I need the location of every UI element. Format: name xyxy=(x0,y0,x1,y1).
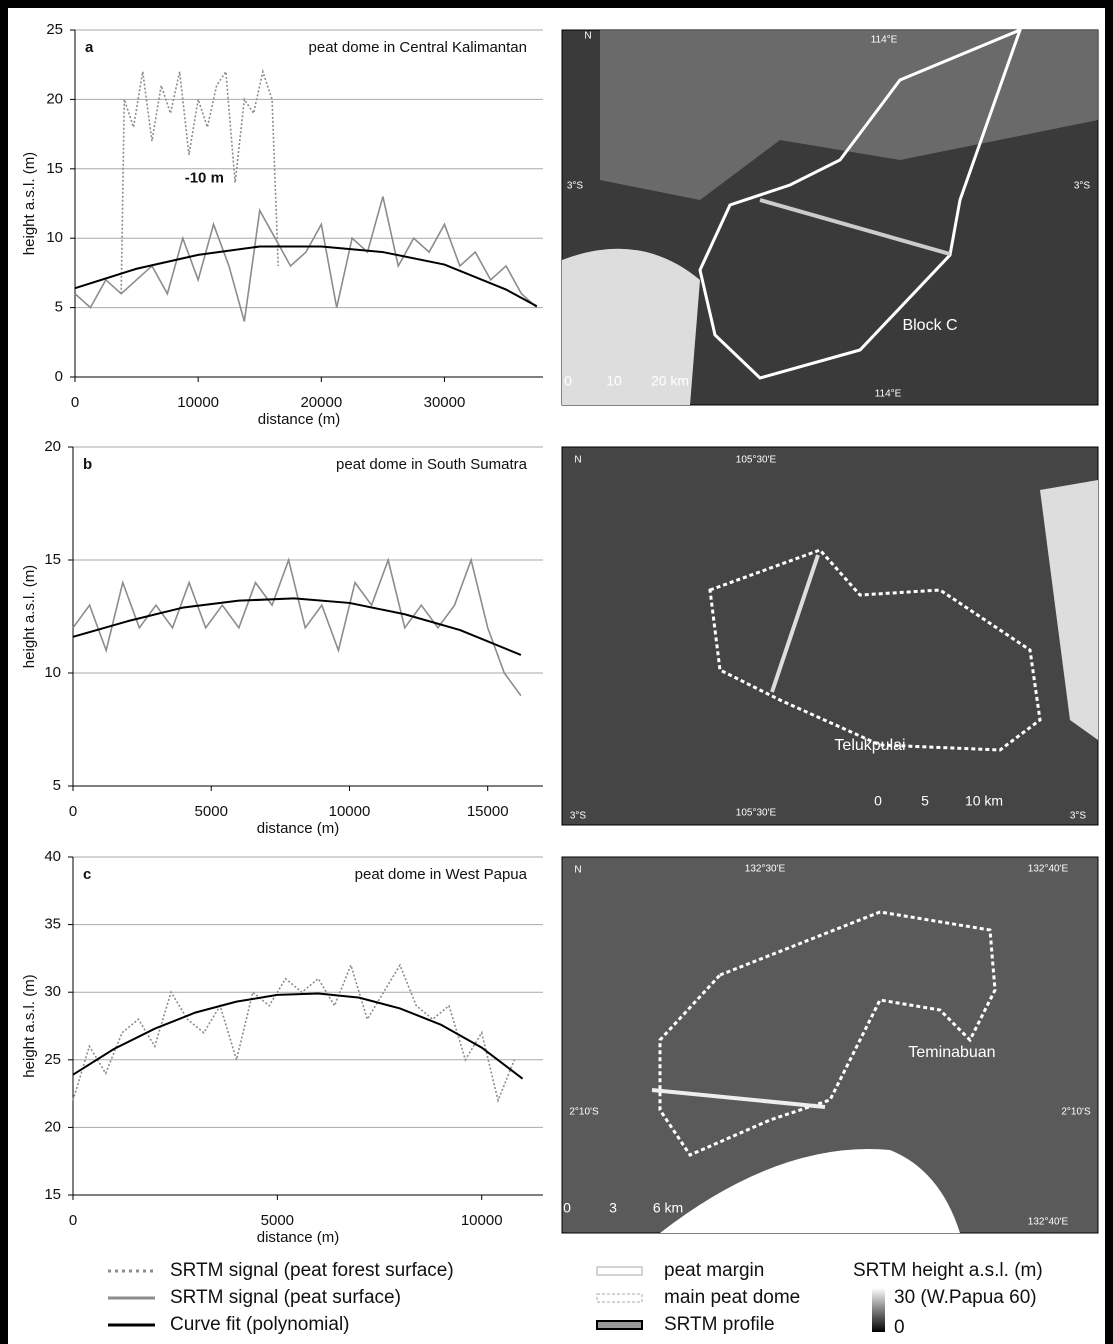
y-tick-label: 25 xyxy=(46,21,63,38)
y-tick-label: 20 xyxy=(46,90,63,107)
scale-title: SRTM height a.s.l. (m) xyxy=(853,1260,1043,1281)
y-tick-label: 20 xyxy=(44,438,61,455)
map-label: 3°S xyxy=(1074,181,1091,192)
legend-swatch xyxy=(596,1293,643,1303)
y-tick-label: 10 xyxy=(46,229,63,246)
scale-min: 0 xyxy=(894,1317,905,1338)
y-tick-label: 20 xyxy=(44,1118,61,1135)
y-tick-label: 5 xyxy=(55,299,63,316)
y-tick-label: 40 xyxy=(44,848,61,865)
y-axis-label: height a.s.l. (m) xyxy=(21,152,38,255)
y-tick-label: 15 xyxy=(44,551,61,568)
map-label: N xyxy=(574,865,581,876)
map-label: 3 xyxy=(609,1200,617,1216)
map-label: 2°10'S xyxy=(1061,1107,1091,1118)
map-label: 0 xyxy=(874,793,882,809)
y-tick-label: 15 xyxy=(44,1186,61,1203)
x-axis-label: distance (m) xyxy=(257,820,340,837)
scale-bar xyxy=(872,1288,885,1332)
panel-label: c xyxy=(83,866,91,883)
x-tick-label: 0 xyxy=(69,1212,77,1229)
legend-label: main peat dome xyxy=(664,1287,800,1308)
legend-label: SRTM signal (peat forest surface) xyxy=(170,1260,454,1281)
series-line xyxy=(72,597,522,656)
map-features xyxy=(708,480,1098,752)
map-label: 114°E xyxy=(875,389,902,400)
legend-label: SRTM signal (peat surface) xyxy=(170,1287,401,1308)
y-tick-label: 10 xyxy=(44,664,61,681)
legend-swatch xyxy=(596,1320,643,1330)
map-label: 0 xyxy=(564,373,572,389)
x-tick-label: 0 xyxy=(71,394,79,411)
map-label: 3°S xyxy=(567,181,584,192)
x-tick-label: 5000 xyxy=(195,803,228,820)
map-label: 132°40'E xyxy=(1028,1217,1069,1228)
map-label: 114°E xyxy=(871,35,898,46)
x-axis-label: distance (m) xyxy=(258,411,341,428)
map-label: 132°40'E xyxy=(1028,864,1069,875)
map-label: 20 km xyxy=(651,373,689,389)
map-label: 105°30'E xyxy=(736,808,777,819)
map-label: 0 xyxy=(563,1200,571,1216)
x-tick-label: 20000 xyxy=(300,394,342,411)
map-label: 10 xyxy=(606,373,622,389)
map-label: 105°30'E xyxy=(736,455,777,466)
map-label: Telukpulai xyxy=(834,737,905,754)
map-label: 6 km xyxy=(653,1200,683,1216)
legend-label: peat margin xyxy=(664,1260,764,1281)
y-axis-label: height a.s.l. (m) xyxy=(21,974,38,1077)
map-label: 2°10'S xyxy=(569,1107,599,1118)
map-label: 132°30'E xyxy=(745,1217,786,1228)
map-features xyxy=(651,910,997,1233)
map-label: Teminabuan xyxy=(908,1044,995,1061)
map-label: 132°30'E xyxy=(745,864,786,875)
y-tick-label: 15 xyxy=(46,160,63,177)
legend-swatch xyxy=(596,1266,643,1276)
chart-title: peat dome in Central Kalimantan xyxy=(309,39,527,56)
map-label: 3°S xyxy=(1070,811,1087,822)
annotation: -10 m xyxy=(185,169,224,186)
panel-label: a xyxy=(85,39,94,56)
map-label: 3°S xyxy=(570,811,587,822)
x-tick-label: 0 xyxy=(69,803,77,820)
map-label: 10 km xyxy=(965,793,1003,809)
x-tick-label: 10000 xyxy=(329,803,371,820)
chart-title: peat dome in South Sumatra xyxy=(336,456,528,473)
legend-label: Curve fit (polynomial) xyxy=(170,1314,350,1335)
y-tick-label: 35 xyxy=(44,916,61,933)
map-label: Block C xyxy=(902,317,957,334)
x-tick-label: 15000 xyxy=(467,803,509,820)
legend-label: SRTM profile xyxy=(664,1314,775,1335)
map-features xyxy=(562,27,1098,405)
panel-label: b xyxy=(83,456,92,473)
series-line xyxy=(74,245,538,308)
y-tick-label: 30 xyxy=(44,983,61,1000)
map-label: N xyxy=(574,455,581,466)
x-axis-label: distance (m) xyxy=(257,1229,340,1246)
map-image xyxy=(561,446,1099,826)
y-tick-label: 0 xyxy=(55,368,63,385)
y-tick-label: 25 xyxy=(44,1051,61,1068)
x-tick-label: 10000 xyxy=(177,394,219,411)
x-tick-label: 30000 xyxy=(424,394,466,411)
x-tick-label: 10000 xyxy=(461,1212,503,1229)
x-tick-label: 5000 xyxy=(261,1212,294,1229)
scale-max: 30 (W.Papua 60) xyxy=(894,1287,1037,1308)
map-label: N xyxy=(584,31,591,42)
series-line xyxy=(72,992,524,1080)
chart-title: peat dome in West Papua xyxy=(355,866,528,883)
map-label: 5 xyxy=(921,793,929,809)
y-tick-label: 5 xyxy=(53,777,61,794)
y-axis-label: height a.s.l. (m) xyxy=(21,565,38,668)
